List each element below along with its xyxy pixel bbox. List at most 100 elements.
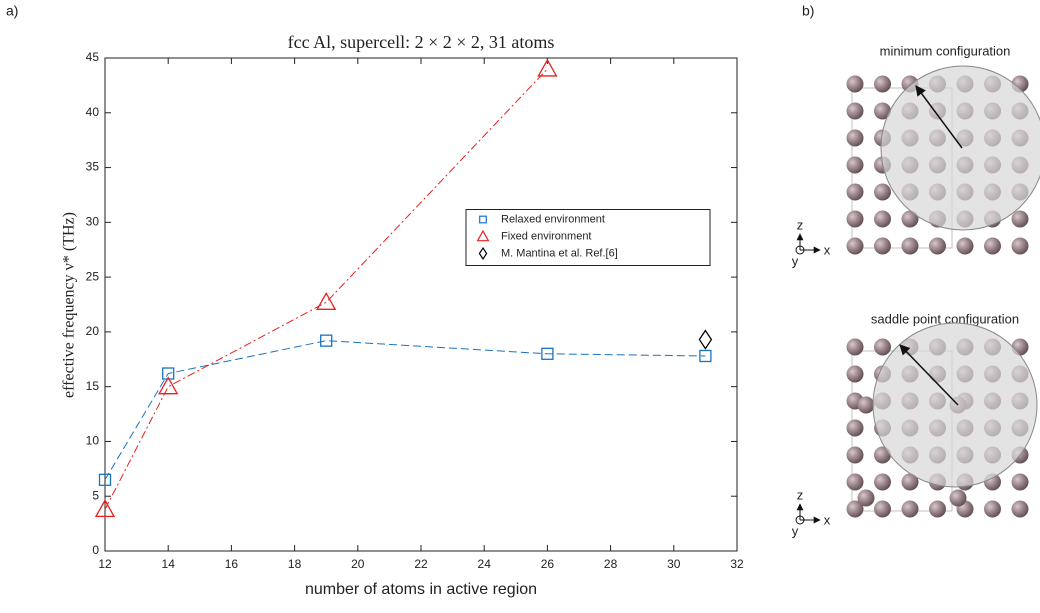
marker	[476, 229, 490, 242]
legend-marker	[478, 247, 488, 260]
legend-marker	[476, 229, 490, 242]
atom	[984, 500, 1001, 518]
y-tick-label: 30	[86, 215, 100, 229]
marker	[94, 499, 116, 518]
y-tick-label: 35	[86, 160, 100, 174]
x-tick-label: 28	[604, 557, 618, 571]
x-tick-label: 14	[162, 557, 176, 571]
atom	[874, 473, 891, 491]
axis-origin	[795, 245, 805, 255]
marker	[698, 329, 713, 350]
atom	[901, 237, 919, 255]
atom	[846, 75, 864, 93]
x-tick-label: 26	[541, 557, 555, 571]
chart-title: fcc Al, supercell: 2 × 2 × 2, 31 atoms	[288, 32, 555, 52]
x-tick-label: 18	[288, 557, 302, 571]
x-tick-label: 20	[351, 557, 365, 571]
config-title: saddle point configuration	[871, 311, 1019, 326]
active-region	[872, 322, 1038, 488]
marker	[162, 367, 175, 380]
marker	[320, 334, 333, 347]
x-tick-label: 24	[478, 557, 492, 571]
y-tick-label: 45	[86, 50, 100, 64]
x-axis-label: number of atoms in active region	[305, 581, 537, 598]
atom	[949, 489, 967, 507]
x-tick-label: 12	[98, 557, 112, 571]
series-line	[104, 340, 706, 481]
y-tick-label: 0	[92, 543, 99, 557]
atom	[846, 183, 864, 201]
y-tick-label: 10	[86, 434, 100, 448]
legend-marker	[479, 215, 487, 224]
atom	[846, 129, 864, 147]
series-line	[104, 68, 548, 510]
atom	[857, 396, 875, 414]
jump-arrow	[915, 85, 963, 149]
panel-label: a)	[6, 3, 18, 19]
atom	[874, 500, 891, 518]
plot-area	[104, 57, 738, 552]
jump-arrow	[899, 344, 959, 406]
atom	[846, 500, 864, 518]
atom	[846, 102, 864, 120]
x-tick-label: 30	[667, 557, 681, 571]
axis-name: z	[797, 217, 804, 232]
atom	[846, 365, 864, 383]
panel-label: b)	[802, 3, 814, 19]
axis-origin	[795, 515, 805, 525]
legend-label: Fixed environment	[501, 230, 592, 242]
x-tick-label: 16	[225, 557, 239, 571]
atom	[846, 446, 864, 464]
atom	[901, 500, 919, 518]
marker	[537, 58, 558, 77]
atom	[1011, 210, 1029, 228]
atom	[1011, 237, 1029, 255]
config-title: minimum configuration	[880, 43, 1011, 58]
atom	[874, 183, 891, 201]
atom	[846, 338, 864, 356]
atom	[846, 210, 864, 228]
marker	[316, 291, 337, 310]
marker	[541, 347, 554, 360]
y-tick-label: 5	[92, 488, 99, 502]
atom	[1011, 500, 1029, 518]
atom	[857, 489, 875, 507]
panel-b: minimum configuration z x y saddle point con…	[792, 43, 1040, 538]
legend-label: Relaxed environment	[501, 213, 605, 225]
marker	[479, 215, 487, 224]
atom	[929, 500, 946, 518]
marker	[98, 473, 112, 486]
atom	[901, 473, 919, 491]
x-tick-label: 32	[730, 557, 744, 571]
y-tick-label: 25	[86, 269, 100, 283]
atom	[874, 102, 891, 120]
marker	[478, 247, 488, 260]
x-tick-label: 22	[414, 557, 428, 571]
atom	[956, 237, 974, 255]
marker	[699, 349, 712, 363]
atom	[846, 473, 864, 491]
legend-box	[465, 209, 711, 266]
axis-name: x	[824, 512, 831, 527]
atom	[874, 75, 891, 93]
atom	[846, 419, 864, 437]
active-region	[880, 65, 1040, 231]
atom	[874, 237, 891, 255]
y-tick-label: 20	[86, 324, 100, 338]
atom	[984, 237, 1001, 255]
legend-label: M. Mantina et al. Ref.[6]	[501, 247, 618, 259]
atom	[874, 338, 891, 356]
axis-name: y	[792, 253, 799, 268]
marker	[158, 376, 179, 395]
y-axis-label: effective frequency ν* (THz)	[61, 212, 78, 398]
axis-name: z	[797, 487, 804, 502]
atom	[846, 156, 864, 174]
atom	[874, 210, 891, 228]
atom	[846, 237, 864, 255]
atom	[929, 237, 946, 255]
atom	[1011, 473, 1029, 491]
y-tick-label: 40	[86, 105, 100, 119]
y-tick-label: 15	[86, 379, 100, 393]
axis-name: y	[792, 523, 799, 538]
